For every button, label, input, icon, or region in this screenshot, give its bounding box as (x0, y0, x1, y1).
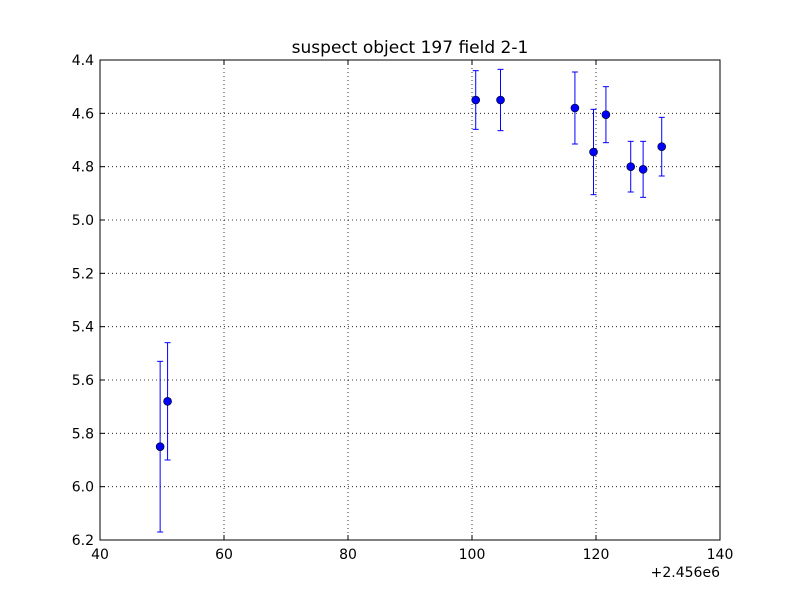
error-bars (157, 68, 665, 533)
y-tick-label: 5.8 (72, 426, 94, 442)
x-tick-label: 100 (459, 547, 486, 563)
x-tick-label: 140 (707, 547, 734, 563)
x-tick-label: 60 (215, 547, 233, 563)
y-tick-label: 4.8 (72, 160, 94, 176)
data-point (638, 165, 648, 174)
data-point (496, 95, 505, 105)
data-point (589, 147, 598, 157)
y-tick-label: 4.6 (72, 106, 94, 122)
y-tick-label: 5.0 (72, 213, 94, 229)
y-tick-label: 5.2 (72, 266, 94, 282)
data-point (163, 397, 172, 406)
x-tick-label: 80 (339, 547, 357, 563)
data-point (626, 162, 636, 171)
x-tick-label: 120 (583, 547, 610, 563)
data-point (601, 110, 611, 119)
y-tick-label: 4.4 (72, 53, 94, 69)
data-points (155, 95, 667, 451)
y-tick-label: 6.2 (72, 533, 94, 549)
data-point (657, 142, 667, 151)
data-point (471, 95, 481, 105)
y-tick-label: 6.0 (72, 480, 94, 496)
x-offset-label: +2.456e6 (651, 565, 720, 581)
data-point (155, 442, 165, 451)
data-point (570, 103, 580, 113)
y-tick-label: 5.6 (72, 373, 94, 389)
y-tick-label: 5.4 (72, 320, 94, 336)
axes-frame (99, 59, 721, 541)
chart-title: suspect object 197 field 2-1 (292, 38, 529, 58)
ticks: 40 60 80 100 120 140 4.4 4.6 4.8 5.0 5.2 5.4 5.6 5.8 6… (72, 53, 734, 563)
x-tick-label: 40 (91, 547, 109, 563)
grid (100, 60, 720, 540)
